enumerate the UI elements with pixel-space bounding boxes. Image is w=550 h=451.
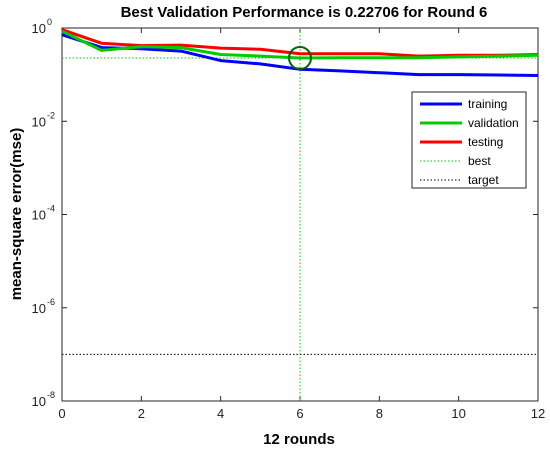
chart-title: Best Validation Performance is 0.22706 f…	[121, 4, 488, 21]
x-axis-label: 12 rounds	[263, 431, 335, 448]
legend-label-training: training	[468, 97, 507, 111]
y-axis-label: mean-square error(mse)	[8, 128, 25, 301]
legend: training validation testing best target	[411, 91, 527, 189]
y-tick-exponent: -6	[47, 297, 55, 307]
y-tick-exponent: -8	[47, 390, 55, 400]
x-tick-label: 8	[376, 406, 383, 421]
y-tick-exponent: -4	[47, 204, 55, 214]
y-tick-exponent: -2	[47, 110, 55, 120]
y-tick-label: 10	[32, 114, 46, 129]
y-tick-exponent: 0	[47, 17, 52, 27]
legend-box	[411, 91, 527, 189]
y-tick-label: 10	[32, 301, 46, 316]
y-tick-label: 10	[32, 208, 46, 223]
legend-label-validation: validation	[468, 116, 519, 130]
series-line-validation	[61, 29, 539, 60]
x-tick-label: 10	[451, 406, 465, 421]
y-tick-label: 10	[32, 394, 46, 409]
legend-items: training validation testing best target	[420, 97, 519, 187]
legend-label-best: best	[468, 154, 491, 168]
y-tick-label: 10	[32, 21, 46, 36]
x-tick-label: 12	[531, 406, 545, 421]
x-tick-label: 6	[296, 406, 303, 421]
best-circle	[288, 46, 312, 71]
legend-label-testing: testing	[468, 135, 503, 149]
legend-label-target: target	[468, 173, 499, 187]
x-tick-label: 4	[217, 406, 224, 421]
x-tick-label: 2	[138, 406, 145, 421]
best-marker	[288, 46, 312, 71]
x-tick-label: 0	[58, 406, 65, 421]
